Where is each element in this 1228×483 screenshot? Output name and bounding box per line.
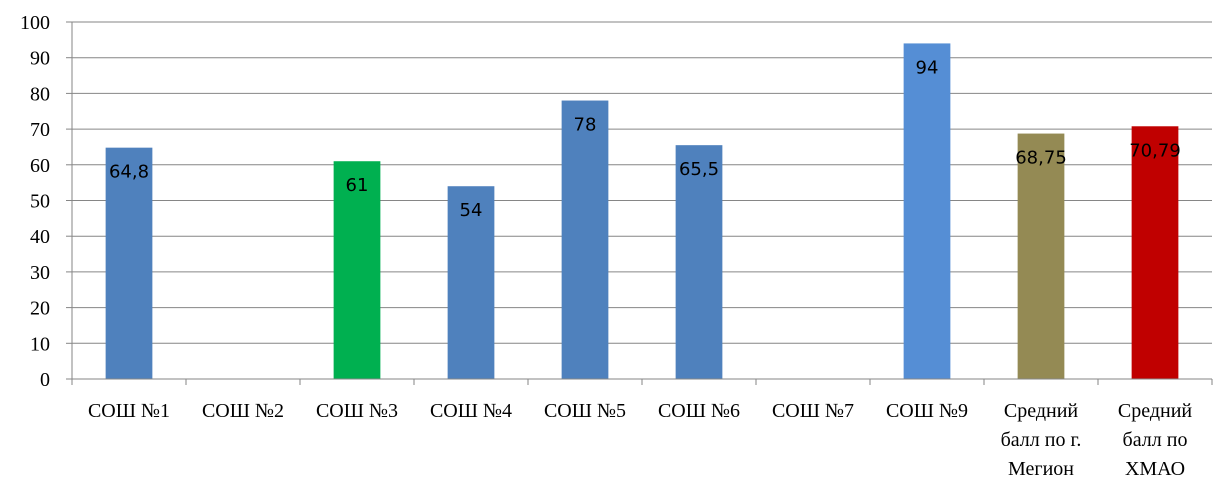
x-category-label: СОШ №5: [544, 400, 626, 422]
data-label: 68,75: [1015, 148, 1067, 169]
y-tick-label: 60: [30, 155, 50, 177]
bar: [903, 43, 951, 380]
data-label: 70,79: [1129, 140, 1181, 161]
gridlines: [72, 21, 1212, 344]
x-category-label: СОШ №9: [886, 400, 968, 422]
y-tick-label: 40: [30, 226, 50, 248]
y-tick-label: 30: [30, 262, 50, 284]
x-category-label: Средний балл по г. Мегион: [1001, 400, 1082, 480]
x-category-label: СОШ №2: [202, 400, 284, 422]
data-label: 61: [346, 175, 369, 196]
y-tick-label: 90: [30, 48, 50, 70]
data-label: 54: [460, 200, 483, 221]
bar: [1017, 133, 1065, 379]
y-tick-label: 20: [30, 298, 50, 320]
bars: [105, 43, 1179, 380]
y-tick-label: 80: [30, 83, 50, 105]
x-category-label: СОШ №4: [430, 400, 512, 422]
x-category-label: СОШ №3: [316, 400, 398, 422]
y-axis-tick-labels: 0 10 20 30 40 50 60 70 80 90 100: [20, 12, 72, 391]
data-label: 64,8: [109, 162, 149, 183]
x-category-label: СОШ №6: [658, 400, 740, 422]
bar: [447, 186, 495, 379]
x-category-label: СОШ №1: [88, 400, 170, 422]
y-tick-label: 0: [40, 369, 50, 391]
bar: [1131, 126, 1179, 380]
x-category-label: СОШ №7: [772, 400, 854, 422]
y-tick-label: 70: [30, 119, 50, 141]
data-label: 78: [574, 115, 597, 136]
y-tick-label: 10: [30, 333, 50, 355]
x-axis: [71, 22, 1213, 385]
data-label: 94: [916, 57, 939, 78]
y-tick-label: 100: [20, 12, 50, 34]
bar: [105, 147, 153, 379]
y-tick-label: 50: [30, 191, 50, 213]
bar: [561, 100, 609, 379]
data-label: 65,5: [679, 159, 719, 180]
bar: [675, 145, 723, 379]
bar: [333, 161, 381, 379]
x-axis-category-labels: СОШ №1 СОШ №2 СОШ №3 СОШ №4 СОШ №5 СОШ №6 СОШ …: [88, 400, 1192, 480]
data-labels: 64,8 61 54 78 65,5 94 68,75 70,79: [109, 57, 1181, 221]
x-category-label: Средний балл по ХМАО: [1118, 400, 1193, 480]
